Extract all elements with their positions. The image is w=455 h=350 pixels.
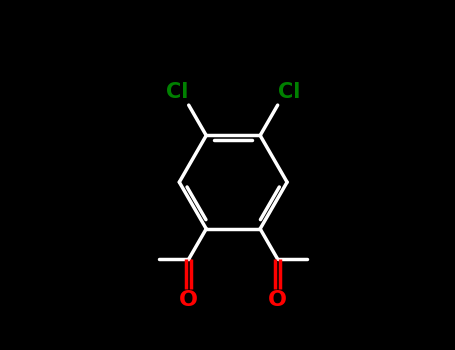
Text: O: O	[268, 290, 287, 310]
Text: Cl: Cl	[278, 83, 300, 103]
Text: Cl: Cl	[167, 83, 189, 103]
Text: O: O	[179, 290, 198, 310]
